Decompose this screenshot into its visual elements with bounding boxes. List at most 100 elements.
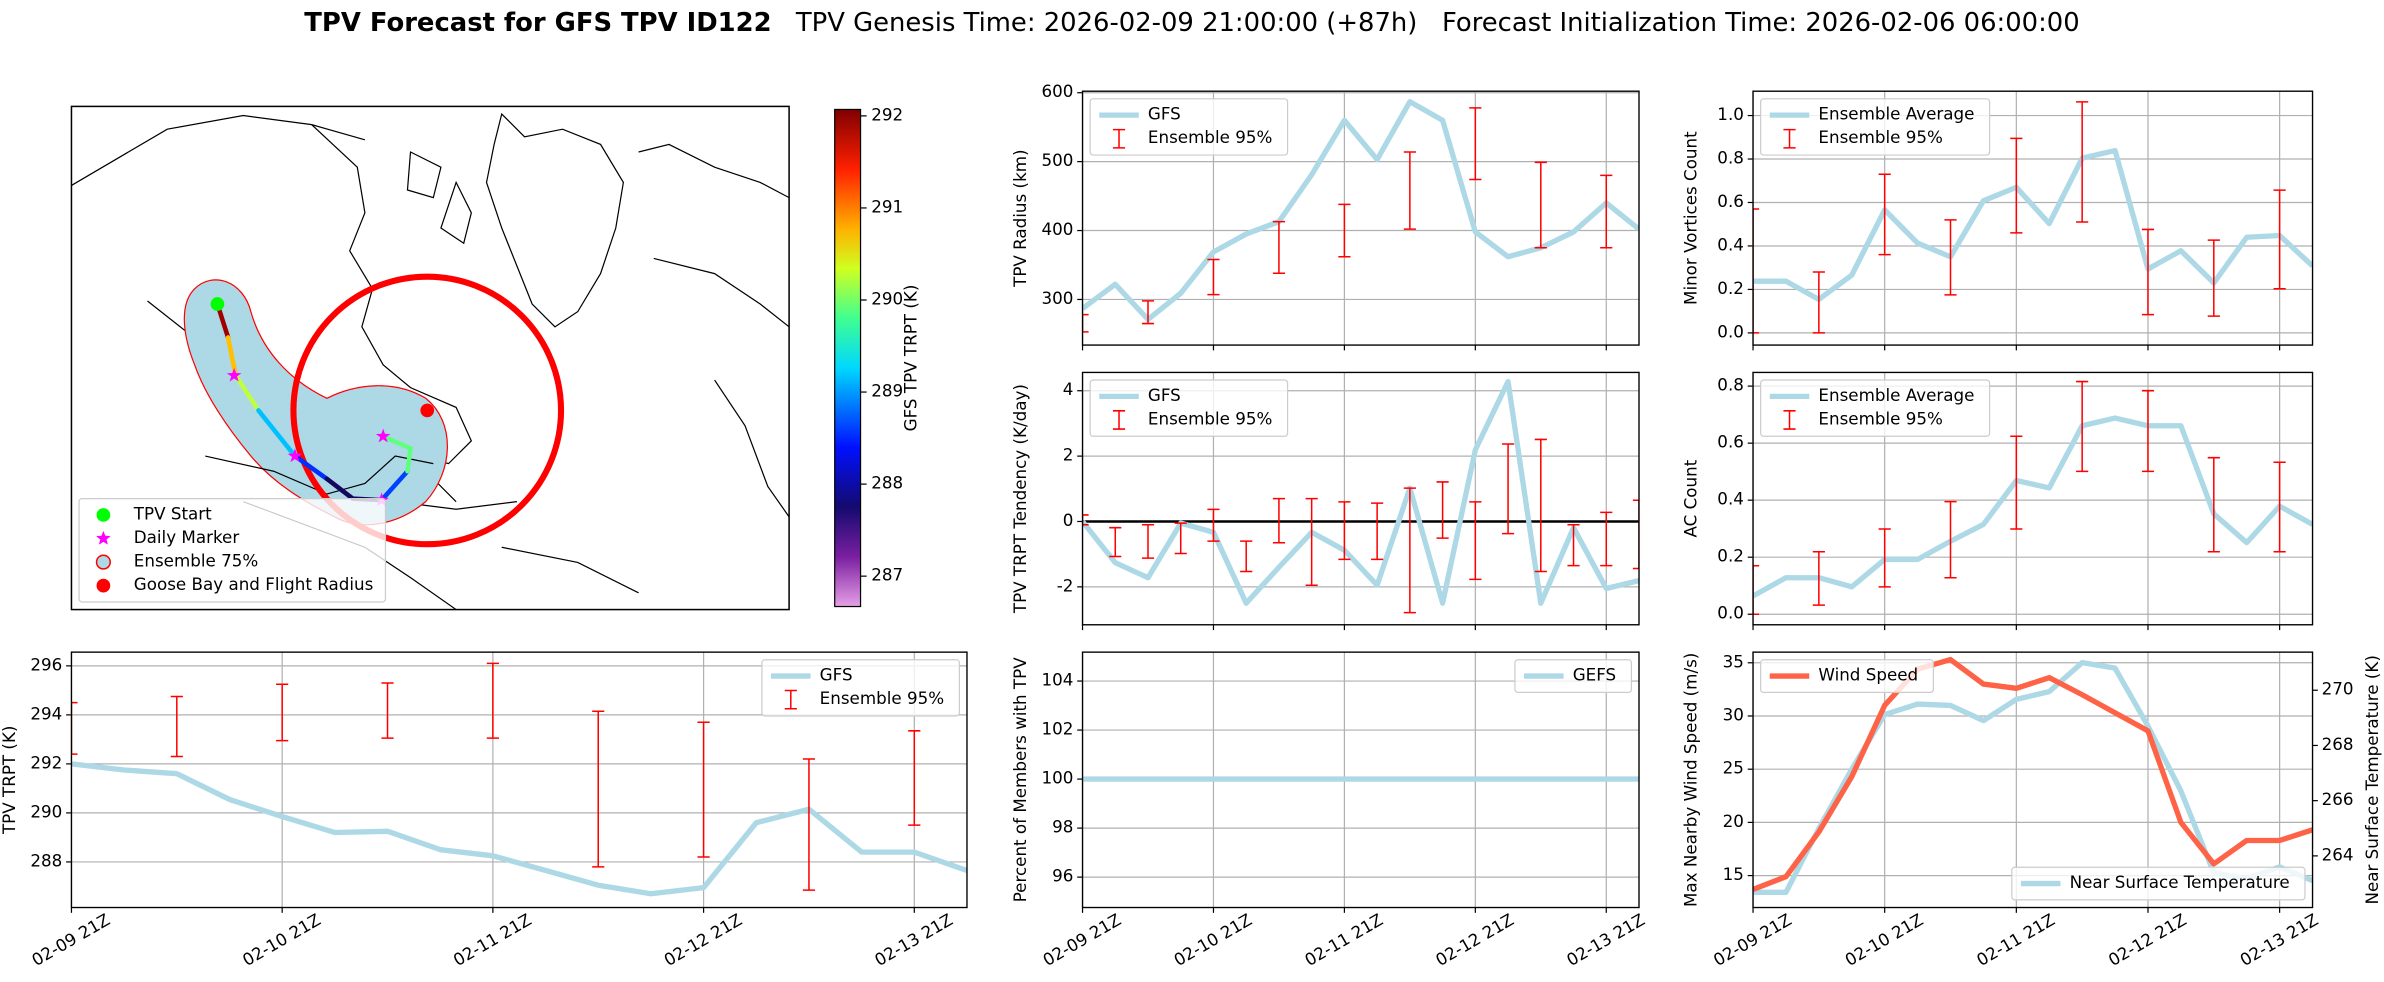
y-tick-label: 0.6 [1717, 432, 1744, 452]
x-tick-label: 02-09 21Z [1710, 909, 1795, 970]
y-tick-label: 2 [1063, 445, 1074, 465]
error-bar [1812, 551, 1825, 606]
y-axis-label: TPV TRPT (K) [0, 726, 19, 835]
legend-frame [1089, 98, 1289, 156]
colorbar-tick-label: 287 [871, 565, 903, 585]
x-tick-label: 02-09 21Z [28, 909, 113, 970]
legend-label: GFS [820, 665, 853, 685]
legend: GFS Ensemble 95% [1089, 98, 1289, 156]
error-bar [1567, 523, 1580, 567]
legend: GEFS [1514, 659, 1633, 694]
error-bar [697, 721, 710, 858]
legend-label: Ensemble 75% [134, 551, 258, 571]
y-tick-label: 292 [30, 752, 62, 772]
x-tick-label: 02-11 21Z [1301, 909, 1386, 970]
legend-label: Ensemble 95% [1818, 127, 1942, 147]
error-bar [2010, 435, 2023, 530]
legend-swatch [1783, 128, 1796, 149]
error-bar [1534, 161, 1547, 249]
y-tick-label: 0.0 [1717, 321, 1744, 341]
error-bar [1469, 501, 1482, 581]
error-bar [1141, 523, 1155, 559]
legend: Ensemble Average Ensemble 95% [1760, 379, 1991, 437]
error-bar [592, 710, 605, 868]
legend-frame [1514, 659, 1633, 694]
axes-frame [1752, 371, 2314, 626]
error-bar [2207, 239, 2220, 317]
legend-swatch [1112, 410, 1126, 430]
error-bar [1207, 508, 1220, 542]
error-bar [170, 695, 183, 758]
error-bar [381, 682, 394, 739]
plot-area [1082, 99, 1639, 333]
y-tick-label: 500 [1041, 150, 1073, 170]
error-bar [1371, 502, 1384, 561]
y-tick-label: 96 [1052, 866, 1073, 886]
y-tick-label: 0.0 [1717, 603, 1744, 623]
error-bar [486, 662, 499, 739]
legend-frame [1089, 379, 1289, 437]
y-tick-label: 290 [30, 801, 62, 821]
legend-label: TPV Start [133, 503, 212, 523]
legend-swatch [784, 689, 797, 710]
line [71, 761, 967, 897]
error-bar [802, 758, 816, 891]
axes-frame [1752, 90, 2314, 346]
error-bar [1878, 173, 1891, 256]
x-tick-label: 02-13 21Z [871, 909, 956, 970]
error-bar [2207, 456, 2220, 553]
y-tick-label: 300 [1041, 288, 1073, 308]
legend-label: Ensemble 95% [820, 688, 944, 708]
error-bar [2273, 461, 2286, 553]
error-bar [71, 701, 78, 755]
colorbar-tick-label: 289 [871, 381, 903, 401]
error-bar [2076, 101, 2089, 223]
colorbar-tick-label: 291 [871, 196, 903, 216]
x-tick-label: 02-12 21Z [2105, 909, 2190, 970]
y-tick-label: 30 [1723, 704, 1744, 724]
y-axis-label: Minor Vortices Count [1681, 131, 1701, 305]
y-tick-label: 104 [1041, 670, 1073, 690]
y-tick-label: 600 [1041, 81, 1073, 101]
ensemble-area [183, 279, 448, 526]
y-tick-label: 0.8 [1717, 375, 1744, 395]
y-tick-label: 25 [1723, 758, 1744, 778]
y-tick-label: 294 [30, 703, 62, 723]
error-bar [1403, 151, 1416, 230]
error-bar [1600, 511, 1613, 567]
colorbar [834, 108, 862, 608]
y-tick-label: 20 [1723, 811, 1744, 831]
legend-label: Goose Bay and Flight Radius [134, 574, 373, 594]
line [1753, 656, 2313, 892]
error-bar [1109, 526, 1122, 558]
y-axis-label: AC Count [1681, 459, 1701, 537]
error-bar [2010, 137, 2023, 234]
error-bar [1534, 438, 1547, 573]
y-tick-label: 0.4 [1717, 489, 1744, 509]
error-bar [276, 683, 289, 742]
plot-area [1082, 378, 1639, 614]
tpv-start [210, 297, 225, 311]
y-tick-label: 0.2 [1717, 546, 1744, 566]
plot-area [1753, 101, 2313, 334]
axes-frame [1081, 90, 1640, 346]
y-tick-label: 0.8 [1717, 148, 1744, 168]
x-tick-label: 02-10 21Z [1841, 909, 1926, 970]
legend: Ensemble Average Ensemble 95% [1760, 98, 1991, 156]
coastline [205, 455, 434, 495]
legend-label: Wind Speed [1818, 665, 1918, 685]
error-bar [908, 730, 921, 826]
plot-area [1753, 380, 2313, 615]
x-tick-label: 02-11 21Z [450, 909, 535, 970]
legend-label: Ensemble 95% [1148, 127, 1272, 147]
y2-tick-label: 266 [2322, 789, 2354, 809]
colorbar-label: GFS TPV TRPT (K) [901, 285, 921, 432]
legend-label: Ensemble 95% [1148, 408, 1272, 428]
y-tick-label: 0.2 [1717, 278, 1744, 298]
y-tick-label: 15 [1723, 864, 1744, 884]
error-bar [1632, 499, 1639, 570]
y2-tick-label: 264 [2322, 844, 2354, 864]
plot-area [71, 662, 967, 897]
y-tick-label: 0.4 [1717, 234, 1744, 254]
x-tick-label: 02-10 21Z [239, 909, 324, 970]
